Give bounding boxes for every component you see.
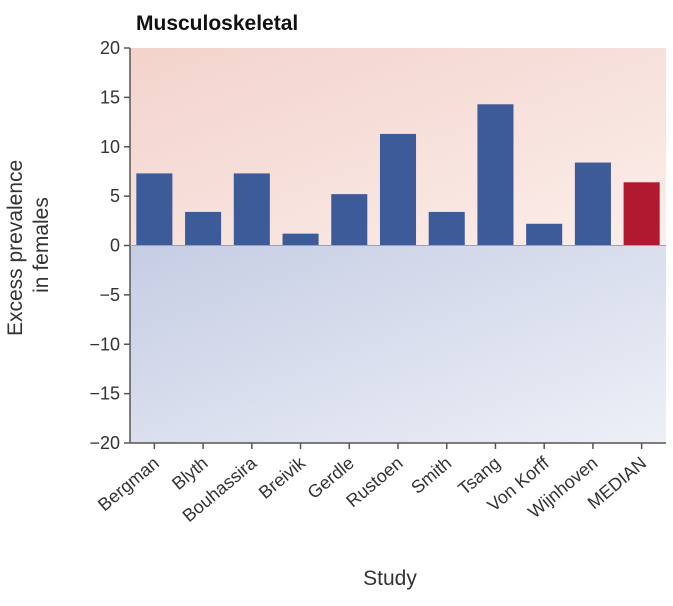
- bar-rustoen: [379, 133, 417, 246]
- y-tick-label: −5: [99, 285, 120, 305]
- y-tick-label: 20: [100, 38, 120, 58]
- bar-breivik: [282, 233, 319, 246]
- bar-median: [623, 182, 660, 246]
- chart-title: Musculoskeletal: [136, 12, 298, 35]
- bar-gerdle: [331, 194, 368, 246]
- y-tick-label: 10: [100, 137, 120, 157]
- y-axis-title-line-2: in females: [30, 197, 53, 293]
- bar-bouhassira: [233, 173, 270, 246]
- x-axis-title: Study: [363, 567, 417, 590]
- y-tick-label: −15: [89, 384, 120, 404]
- y-tick-label: 5: [110, 186, 120, 206]
- y-tick-label: −10: [89, 334, 120, 354]
- y-axis-title-line-1: Excess prevalence: [4, 160, 27, 336]
- bar-bergman: [136, 173, 173, 246]
- y-tick-label: 15: [100, 87, 120, 107]
- bar-blyth: [185, 211, 222, 246]
- bar-wijnhoven: [574, 162, 611, 246]
- bar-smith: [428, 211, 465, 246]
- y-tick-label: −20: [89, 433, 120, 453]
- y-tick-label: 0: [110, 236, 120, 256]
- negative-region-background: [130, 245, 666, 443]
- y-axis-title: Excess prevalence in females: [4, 154, 53, 336]
- x-tick-label-smith: Smith: [407, 453, 455, 498]
- x-tick-label-breivik: Breivik: [255, 452, 310, 503]
- bar-von-korff: [526, 223, 563, 246]
- x-tick-label-bergman: Bergman: [94, 453, 163, 515]
- bar-tsang: [477, 104, 514, 246]
